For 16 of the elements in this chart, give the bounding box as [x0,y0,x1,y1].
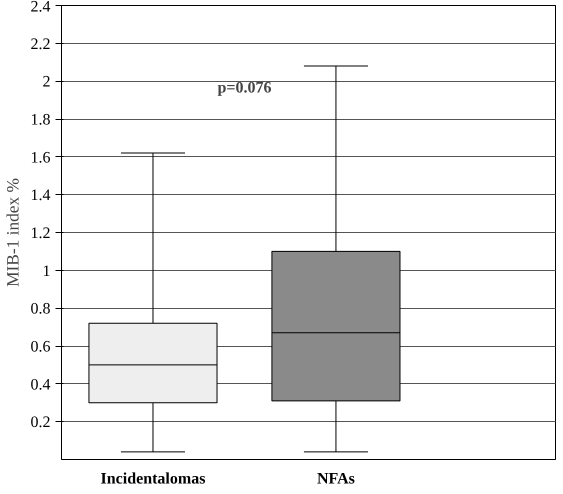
y-tick-label: 0.2 [30,414,50,432]
annotation: p=0.076 [217,79,272,96]
y-tick-label: 2 [42,74,50,91]
y-tick-label: 1.4 [30,187,50,204]
y-tick-label: 0.8 [30,300,50,318]
y-tick-label: 1 [42,262,50,280]
y-tick-label: 0.4 [30,376,50,394]
x-tick-label: NFAs [316,470,355,488]
y-tick-label: 1.8 [30,112,50,128]
y-tick-label: 0.6 [30,338,50,356]
y-tick-label: 2.4 [30,0,50,16]
y-tick-label: 2.2 [30,36,50,53]
y-axis-title: MIB-1 index % [4,178,22,287]
y-tick-label: 1.2 [30,225,50,242]
y-tick-label: 1.6 [30,149,50,166]
x-tick-label: Incidentalomas [100,470,206,488]
